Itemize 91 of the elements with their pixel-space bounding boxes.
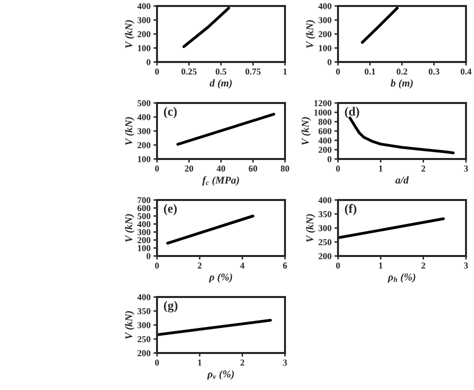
y-tick-label: 200 [138, 350, 150, 356]
annotation: (d) [344, 106, 360, 118]
y-tick-label: 200 [318, 146, 332, 153]
x-tick-label: 2 [421, 262, 426, 269]
y-tick-label: 200 [138, 142, 150, 148]
y-tick-label: 100 [318, 45, 332, 52]
x-tick-label: 2 [421, 166, 426, 172]
annotation: (f) [344, 204, 356, 216]
y-tick-label: 300 [318, 225, 332, 232]
y-tick-label: 0 [146, 59, 150, 66]
y-tick-label: 700 [138, 197, 150, 204]
y-tick-label: 400 [137, 114, 150, 120]
y-tick-label: 300 [138, 17, 150, 24]
x-tick-label: 1 [283, 68, 287, 75]
x-tick-label: 0 [336, 262, 340, 269]
y-tick-label: 800 [318, 118, 332, 125]
y-tick-label: 600 [318, 128, 332, 134]
annotation: (e) [164, 204, 177, 216]
y-axis-title: V (kN) [306, 214, 316, 242]
y-axis-title: V (kN) [301, 117, 311, 145]
x-axis-title: ρ (%) [208, 273, 232, 283]
x-axis-title: b (m) [390, 79, 413, 89]
x-tick-label: 0.4 [460, 68, 472, 75]
y-axis-title: V (kN) [124, 20, 134, 48]
y-tick-label: 600 [138, 205, 150, 212]
y-tick-label: 200 [318, 31, 332, 38]
x-tick-label: 0 [336, 166, 340, 172]
y-tick-label: 400 [137, 294, 150, 300]
x-tick-label: 0 [155, 262, 159, 269]
y-tick-label: 0 [328, 59, 332, 66]
x-tick-label: 0.2 [396, 68, 408, 75]
y-tick-label: 400 [318, 3, 332, 10]
y-tick-label: 400 [137, 221, 150, 228]
y-axis-title: V (kN) [124, 311, 134, 339]
y-axis-title: V (kN) [124, 117, 134, 145]
y-tick-label: 200 [318, 253, 332, 260]
y-tick-label: 200 [138, 31, 150, 38]
x-tick-label: 4 [240, 262, 244, 269]
x-tick-label: 3 [464, 262, 468, 269]
x-axis-title: f$_{c}$ (MPa) [202, 176, 239, 186]
x-tick-label: 6 [283, 262, 287, 269]
x-tick-label: 3 [464, 166, 468, 172]
x-axis-title: ρ$_{v}$ (%) [207, 370, 234, 380]
annotation: (g) [164, 300, 178, 312]
y-tick-label: 300 [138, 322, 150, 328]
y-axis-title: V (kN) [306, 20, 316, 48]
y-tick-label: 100 [138, 45, 150, 52]
x-tick-label: 60 [248, 166, 258, 172]
x-tick-label: 0 [155, 166, 159, 172]
x-axis-title: ρ$_{h}$ (%) [388, 273, 416, 283]
x-axis-title: a/d [395, 176, 409, 184]
y-tick-label: 0 [146, 253, 150, 260]
x-tick-label: 0.1 [364, 68, 376, 75]
y-tick-label: 1200 [314, 100, 332, 106]
y-tick-label: 300 [138, 128, 150, 134]
y-tick-label: 300 [138, 229, 150, 236]
x-tick-label: 2 [198, 262, 202, 269]
x-tick-label: 3 [283, 360, 287, 366]
y-tick-label: 350 [138, 308, 150, 314]
y-tick-label: 1000 [314, 109, 332, 116]
x-tick-label: 2 [240, 360, 244, 366]
x-tick-label: 0 [155, 360, 159, 366]
y-tick-label: 0 [328, 156, 332, 162]
y-tick-label: 300 [318, 17, 332, 24]
y-tick-label: 400 [137, 3, 150, 10]
x-tick-label: 0 [155, 68, 159, 75]
y-tick-label: 500 [138, 100, 150, 106]
x-tick-label: 40 [216, 166, 226, 172]
x-tick-label: 0.5 [216, 68, 226, 75]
line-series [348, 116, 455, 154]
x-tick-label: 0.25 [181, 68, 197, 75]
x-tick-label: 1 [379, 166, 382, 172]
y-tick-label: 250 [318, 239, 332, 246]
y-tick-label: 500 [138, 213, 150, 220]
annotation: (c) [164, 106, 177, 118]
y-tick-label: 100 [138, 245, 150, 252]
x-tick-label: 1 [379, 262, 382, 269]
x-tick-label: 0 [336, 68, 340, 75]
y-tick-label: 400 [318, 137, 332, 144]
x-axis-title: d (m) [210, 79, 232, 89]
y-tick-label: 350 [318, 211, 332, 218]
y-tick-label: 200 [138, 237, 150, 244]
x-tick-label: 0.75 [245, 68, 261, 75]
y-tick-label: 400 [318, 197, 332, 204]
y-tick-label: 250 [138, 336, 150, 342]
x-tick-label: 1 [198, 360, 202, 366]
y-tick-label: 100 [138, 156, 150, 162]
y-axis-title: V (kN) [124, 214, 134, 242]
x-tick-label: 20 [184, 166, 194, 172]
x-tick-label: 0.3 [428, 68, 440, 75]
x-tick-label: 80 [280, 166, 290, 172]
